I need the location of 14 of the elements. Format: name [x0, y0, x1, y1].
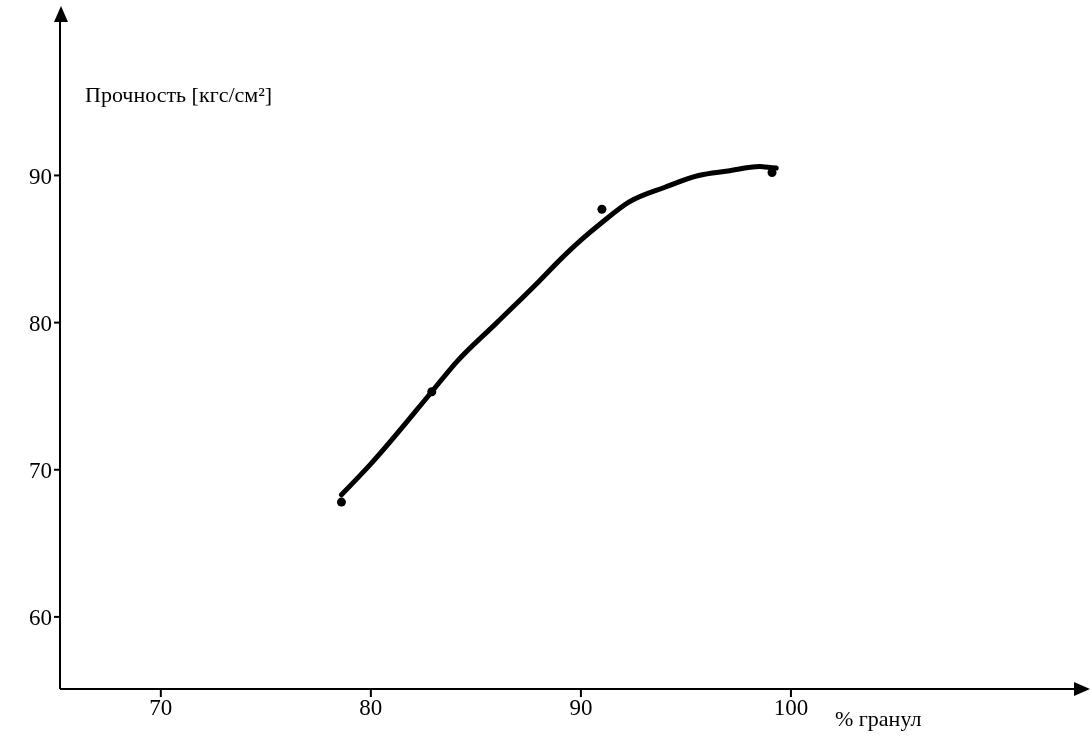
point — [427, 387, 437, 397]
x-tick-label: 100 — [773, 695, 809, 721]
point — [336, 497, 346, 507]
y-axis-title: Прочность [кгс/см²] — [85, 82, 273, 108]
y-tick-label: 90 — [29, 163, 52, 189]
point — [597, 204, 607, 214]
point — [767, 168, 777, 178]
x-tick-label: 80 — [359, 695, 383, 721]
y-tick-label: 60 — [29, 605, 52, 631]
y-tick-label: 80 — [29, 310, 52, 336]
x-tick-label: 90 — [569, 695, 593, 721]
y-tick-label: 70 — [29, 457, 52, 483]
x-tick-label: 70 — [149, 695, 173, 721]
x-axis-title: % гранул — [835, 706, 922, 732]
